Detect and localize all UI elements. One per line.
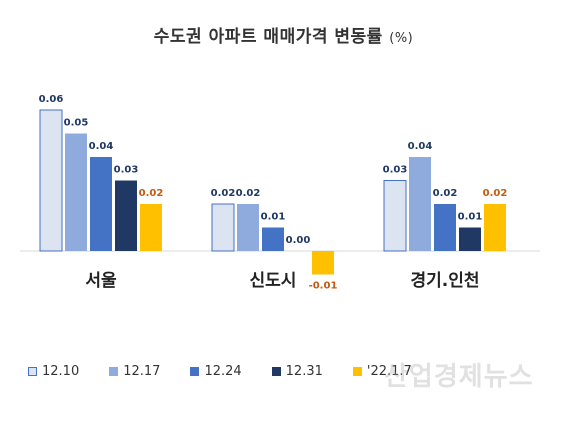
category-label-2: 경기.인천: [410, 271, 479, 291]
data-label-2-4: 0.02: [483, 188, 508, 199]
legend-label-0: 12.10: [42, 364, 80, 379]
legend-item-4: '22.1.7: [352, 364, 412, 379]
legend-label-3: 12.31: [285, 364, 323, 379]
bar-2-3: [459, 227, 481, 251]
bar-0-4: [140, 204, 162, 251]
legend-item-3: 12.31: [271, 364, 323, 379]
bar-0-0: [39, 109, 63, 252]
bar-2-1: [409, 157, 431, 251]
bar-0-2: [90, 157, 112, 251]
bar-2-4: [484, 204, 506, 251]
data-label-0-4: 0.02: [139, 188, 164, 199]
legend-swatch-4: [352, 367, 362, 376]
data-label-2-3: 0.01: [458, 212, 483, 223]
bar-1-0: [211, 203, 235, 252]
bar-2-0: [383, 180, 407, 252]
bar-1-4: [312, 251, 334, 275]
legend-swatch-3: [271, 367, 281, 376]
data-label-0-3: 0.03: [114, 165, 139, 176]
legend-swatch-2: [190, 367, 200, 376]
data-label-1-4: -0.01: [309, 281, 338, 292]
category-label-0: 서울: [85, 271, 117, 291]
legend-label-1: 12.17: [123, 364, 161, 379]
data-label-1-2: 0.01: [261, 212, 286, 223]
legend-item-0: 12.10: [28, 364, 79, 379]
watermark: 산업경제뉴스: [384, 362, 534, 392]
chart-title-unit: (%): [389, 31, 414, 46]
bar-0-3: [115, 180, 137, 251]
data-label-0-1: 0.05: [64, 118, 89, 129]
legend-label-2: 12.24: [204, 364, 242, 379]
legend-label-4: '22.1.7: [366, 364, 412, 379]
bar-1-2: [262, 227, 284, 251]
data-label-2-1: 0.04: [408, 141, 433, 152]
data-label-0-2: 0.04: [89, 141, 114, 152]
data-label-2-0: 0.03: [383, 165, 408, 176]
legend-swatch-0: [28, 367, 37, 376]
chart-title: 수도권 아파트 매매가격 변동률 (%): [0, 22, 567, 47]
data-label-2-2: 0.02: [433, 188, 458, 199]
legend-item-1: 12.17: [109, 364, 160, 379]
data-label-1-0: 0.02: [211, 188, 236, 199]
legend-swatch-1: [109, 367, 119, 376]
data-label-1-1: 0.02: [236, 188, 261, 199]
data-label-0-0: 0.06: [39, 94, 64, 105]
bar-2-2: [434, 204, 456, 251]
legend-item-2: 12.24: [190, 364, 242, 379]
data-label-1-3: 0.00: [286, 235, 311, 246]
category-label-1: 신도시: [250, 271, 297, 291]
bar-1-1: [237, 204, 259, 251]
chart-title-text: 수도권 아파트 매매가격 변동률: [153, 27, 383, 47]
bar-0-1: [65, 133, 87, 251]
chart-legend: 12.10 12.17 12.24 12.31 '22.1.7: [28, 364, 442, 379]
